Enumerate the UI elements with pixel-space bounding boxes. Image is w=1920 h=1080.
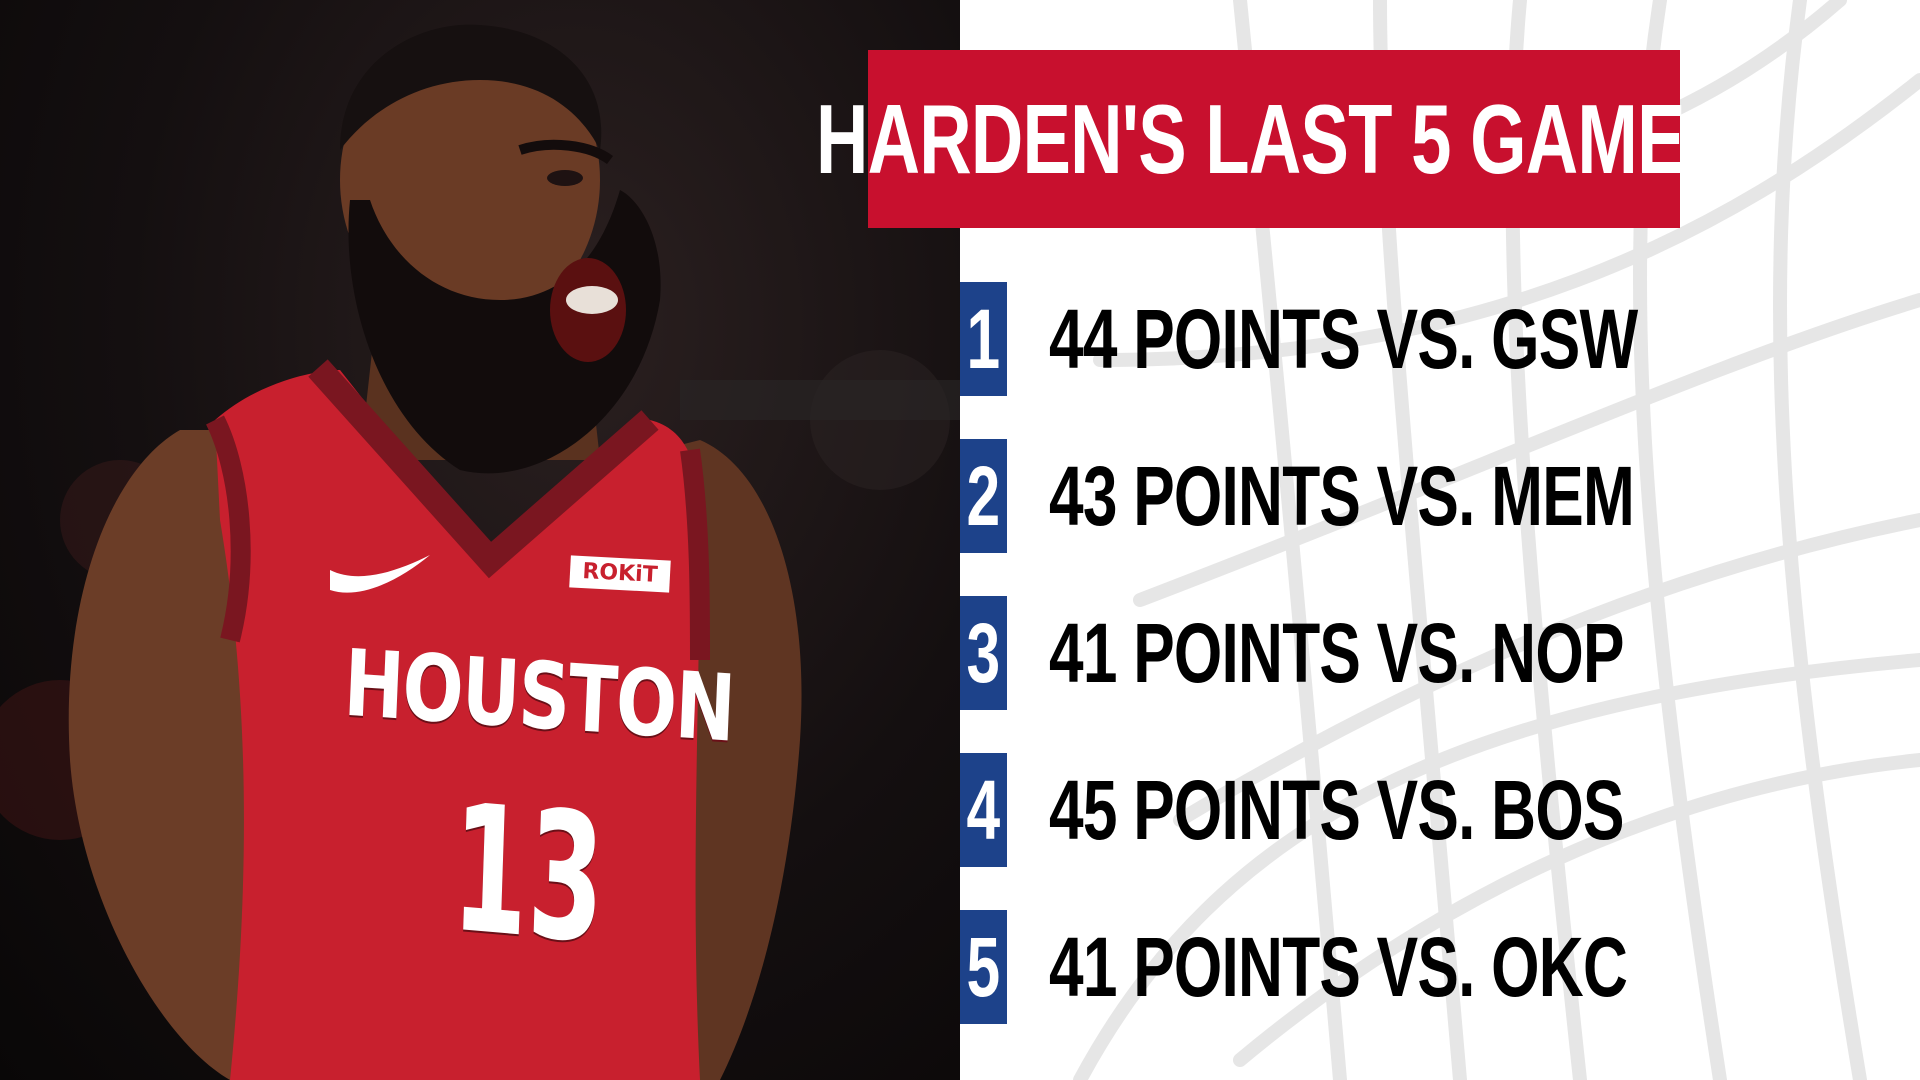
rank-badge: 4 bbox=[960, 753, 1007, 867]
list-item: 5 41 POINTS VS. OKC bbox=[960, 910, 1760, 1024]
rank-badge: 3 bbox=[960, 596, 1007, 710]
game-stat-text: 43 POINTS VS. MEM bbox=[1048, 448, 1635, 543]
player-photo: ROKiT HOUSTON 13 bbox=[0, 0, 960, 1080]
rank-number: 1 bbox=[966, 291, 1001, 386]
rank-number: 3 bbox=[966, 605, 1001, 700]
rank-number: 2 bbox=[966, 448, 1001, 543]
sponsor-logo: ROKiT bbox=[569, 555, 671, 593]
title-banner: HARDEN'S LAST 5 GAMES bbox=[816, 50, 1733, 228]
game-stat-text: 41 POINTS VS. OKC bbox=[1048, 919, 1628, 1014]
list-item: 4 45 POINTS VS. BOS bbox=[960, 753, 1760, 867]
jersey-number: 13 bbox=[449, 765, 608, 984]
rank-badge: 5 bbox=[960, 910, 1007, 1024]
rank-number: 5 bbox=[966, 919, 1001, 1014]
page-title: HARDEN'S LAST 5 GAMES bbox=[815, 83, 1733, 194]
game-stat-text: 45 POINTS VS. BOS bbox=[1048, 762, 1624, 857]
jersey-city-text: HOUSTON bbox=[342, 629, 736, 763]
game-stat-text: 41 POINTS VS. NOP bbox=[1048, 605, 1624, 700]
list-item: 2 43 POINTS VS. MEM bbox=[960, 439, 1760, 553]
rank-badge: 1 bbox=[960, 282, 1007, 396]
list-item: 3 41 POINTS VS. NOP bbox=[960, 596, 1760, 710]
basketball-net-background bbox=[1073, 0, 1920, 1080]
rank-badge: 2 bbox=[960, 439, 1007, 553]
player-illustration bbox=[0, 24, 960, 1080]
rank-number: 4 bbox=[966, 762, 1001, 857]
games-list: 1 44 POINTS VS. GSW 2 43 POINTS VS. MEM … bbox=[960, 282, 1760, 1067]
game-stat-text: 44 POINTS VS. GSW bbox=[1048, 291, 1638, 386]
list-item: 1 44 POINTS VS. GSW bbox=[960, 282, 1760, 396]
